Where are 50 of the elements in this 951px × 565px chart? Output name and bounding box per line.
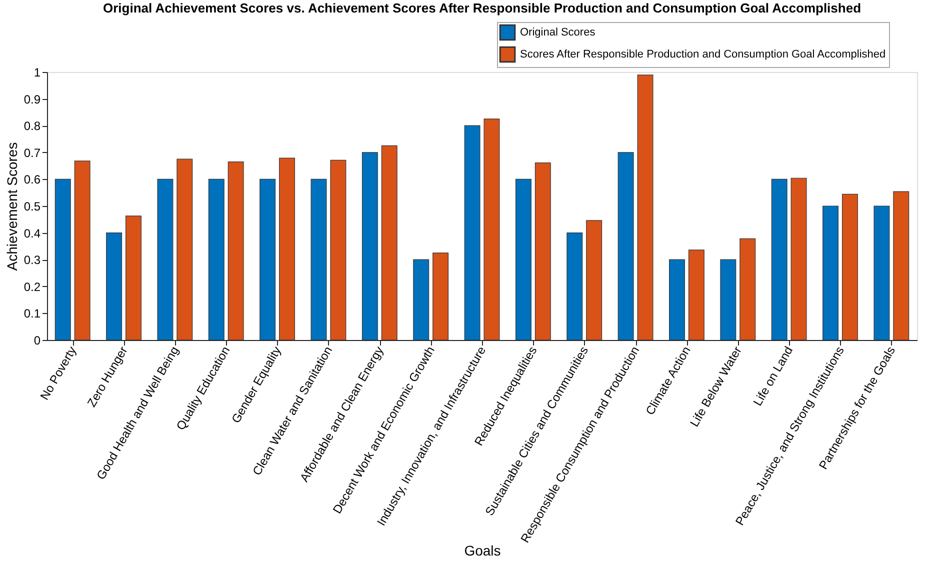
bar	[208, 178, 224, 340]
bar	[362, 152, 378, 340]
bar	[74, 160, 90, 340]
bar	[484, 118, 500, 340]
bar	[432, 252, 449, 340]
bar	[637, 74, 654, 340]
bar	[893, 191, 910, 340]
bar	[381, 145, 398, 340]
y-tick-label: 0.8	[24, 119, 41, 134]
bar	[842, 194, 858, 340]
bar	[822, 206, 838, 340]
bar	[534, 162, 551, 340]
y-tick-label: 0.3	[24, 253, 41, 268]
y-tick-label: 0.2	[24, 280, 41, 294]
bar	[720, 259, 736, 340]
y-tick-label: 0.7	[24, 146, 41, 160]
y-tick-label: 0	[34, 334, 41, 348]
bar	[618, 152, 634, 340]
bar	[228, 161, 244, 340]
bar	[54, 178, 71, 340]
y-tick-label: 0.9	[24, 92, 41, 106]
bar	[464, 125, 480, 340]
bar	[106, 232, 122, 340]
bar	[279, 158, 295, 340]
bar	[586, 220, 602, 340]
y-tick-label: 0.5	[24, 200, 41, 214]
bar	[310, 178, 327, 340]
bar	[688, 250, 704, 340]
bar	[330, 160, 346, 340]
bar	[874, 206, 890, 340]
legend-label: Scores After Responsible Production and Consumption Goal Accomplished	[520, 48, 886, 60]
bar	[176, 158, 193, 340]
bar	[740, 238, 756, 340]
y-axis-title: Achievement Scores	[4, 142, 20, 271]
y-tick-label: 0.1	[24, 306, 41, 321]
y-tick-label: 0.4	[24, 226, 41, 240]
bar	[413, 259, 430, 340]
bar	[790, 178, 807, 340]
x-axis-title: Goals	[464, 542, 501, 558]
y-tick-label: 1	[34, 66, 41, 80]
bar	[566, 232, 583, 340]
chart-title: Original Achievement Scores vs. Achievement Scores After Responsible Production and Consumption Goal Accomplished	[102, 0, 862, 16]
bar	[669, 259, 685, 340]
bar	[260, 178, 276, 340]
bar	[771, 178, 788, 340]
bar	[157, 178, 174, 340]
bar	[515, 178, 532, 340]
y-tick-label: 0.6	[24, 172, 41, 187]
legend-label: Original Scores	[520, 26, 596, 38]
bar	[126, 216, 142, 340]
